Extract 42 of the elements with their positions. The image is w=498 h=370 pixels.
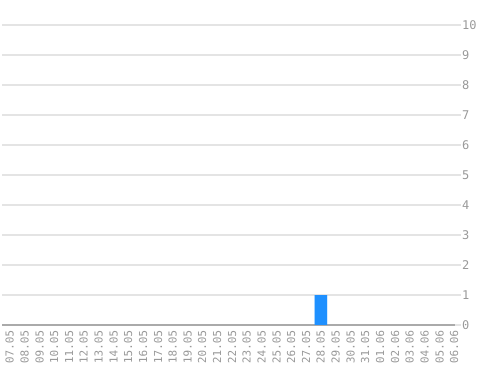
x-tick-label: 24.05 <box>255 330 268 364</box>
x-tick-label: 21.05 <box>211 330 224 364</box>
x-tick-label: 23.05 <box>240 330 254 364</box>
y-tick-label: 2 <box>462 258 470 272</box>
y-tick-label: 3 <box>462 228 470 242</box>
x-tick-label: 28.05 <box>314 330 328 364</box>
x-tick-label: 17.05 <box>152 330 165 364</box>
x-tick-label: 22.05 <box>226 330 239 364</box>
x-tick-label: 09.05 <box>33 330 46 364</box>
y-tick-label: 8 <box>462 78 470 92</box>
x-tick-label: 10.05 <box>48 330 62 364</box>
x-tick-label: 07.05 <box>4 330 17 364</box>
y-tick-label: 6 <box>462 138 470 152</box>
x-tick-label: 14.05 <box>107 330 120 364</box>
x-tick-label: 13.05 <box>92 330 106 364</box>
x-tick-label: 05.06 <box>433 330 446 364</box>
x-tick-label: 11.05 <box>62 330 76 364</box>
x-tick-label: 31.05 <box>359 330 372 364</box>
x-tick-label: 03.06 <box>404 330 417 364</box>
x-tick-label: 01.06 <box>374 330 387 364</box>
x-tick-label: 26.05 <box>285 330 298 364</box>
x-tick-label: 20.05 <box>196 330 210 364</box>
y-tick-label: 10 <box>462 18 476 32</box>
x-tick-label: 25.05 <box>270 330 284 364</box>
x-tick-label: 30.05 <box>344 330 358 364</box>
x-tick-label: 04.06 <box>418 330 432 364</box>
y-tick-label: 7 <box>462 108 470 122</box>
x-tick-label: 19.05 <box>181 330 194 364</box>
x-tick-label: 06.06 <box>448 330 462 364</box>
x-tick-label: 02.06 <box>388 330 402 364</box>
y-tick-label: 5 <box>462 168 470 182</box>
x-tick-label: 29.05 <box>330 330 343 364</box>
y-tick-label: 1 <box>462 288 470 302</box>
x-tick-label: 15.05 <box>122 330 136 364</box>
x-tick-label: 08.05 <box>18 330 32 364</box>
x-tick-label: 12.05 <box>78 330 91 364</box>
y-tick-label: 0 <box>462 318 470 332</box>
x-tick-label: 18.05 <box>166 330 180 364</box>
y-tick-label: 4 <box>462 198 470 212</box>
x-tick-label: 27.05 <box>300 330 313 364</box>
x-tick-label: 16.05 <box>136 330 150 364</box>
y-tick-label: 9 <box>462 48 470 62</box>
